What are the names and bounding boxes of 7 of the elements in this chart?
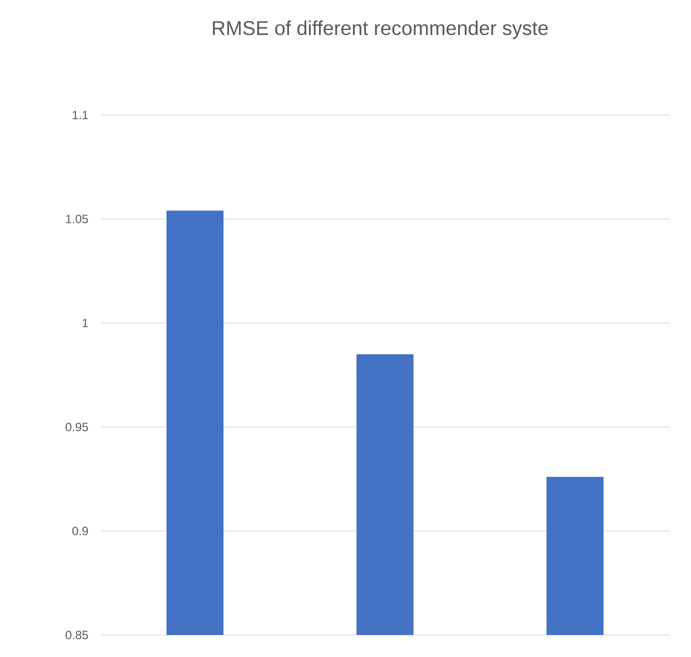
y-tick-label: 1 [82,318,88,328]
y-tick-label: 1.1 [72,110,88,120]
y-tick-label: 1.05 [66,214,88,224]
chart-title: RMSE of different recommender syste [212,20,548,40]
y-tick-label: 0.85 [66,630,88,640]
y-tick-label: 0.95 [66,422,88,432]
y-tick-label: 0.9 [72,526,88,536]
